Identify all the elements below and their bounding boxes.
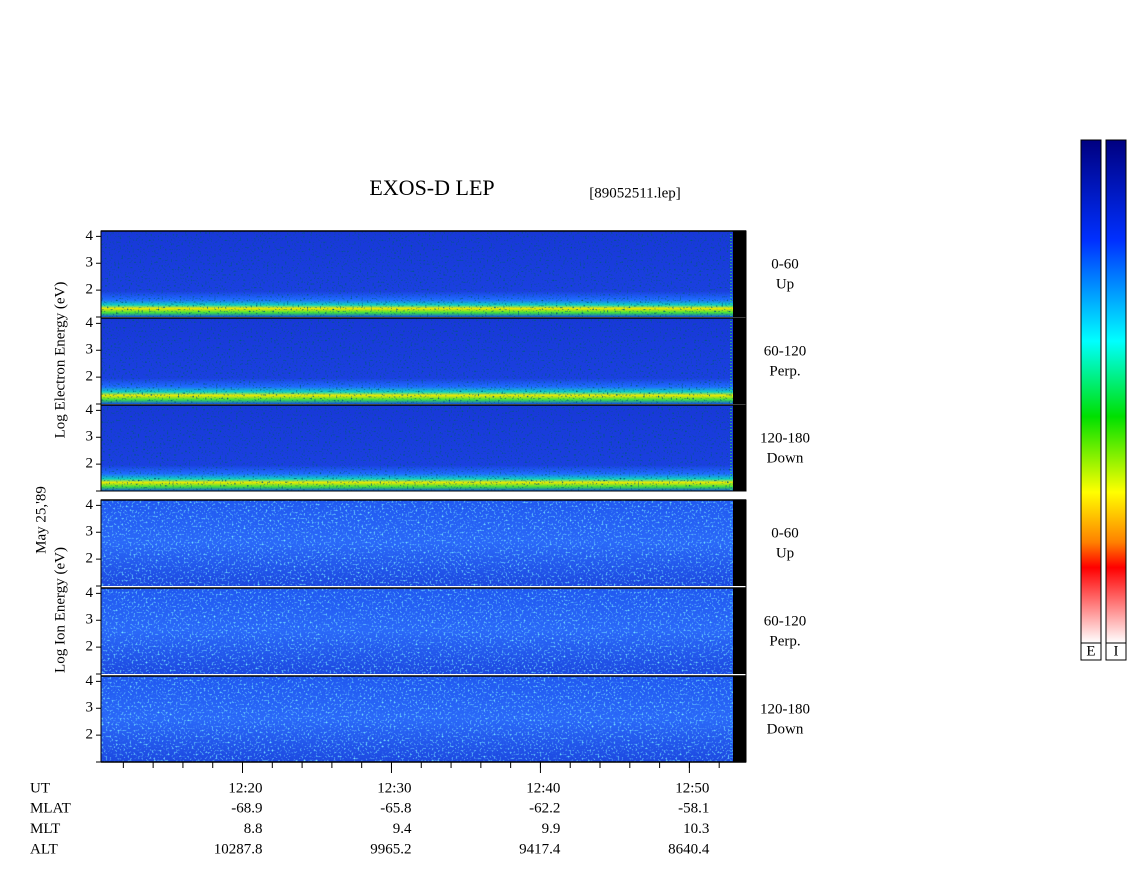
ephemeris-value: 9417.4 [519,841,561,857]
row-label: UT [30,780,50,796]
angle-label: 120-180 [760,701,810,717]
data-gap [733,231,746,317]
x-tick-label: 12:30 [377,780,411,796]
y-tick-label: 4 [86,585,94,601]
data-gap [733,318,746,404]
direction-label: Up [776,276,794,292]
angle-label: 60-120 [764,613,807,629]
x-tick-label: 12:40 [526,780,560,796]
ephemeris-value: -62.2 [529,800,560,816]
ephemeris-value: 9.9 [542,821,561,837]
ephemeris-value: 9965.2 [370,841,411,857]
y-tick-label: 2 [86,639,94,655]
data-gap [733,405,746,491]
direction-label: Perp. [769,363,800,379]
y-tick-label: 3 [86,429,94,445]
y-tick-label: 2 [86,456,94,472]
color-bar-label: I [1114,643,1119,659]
direction-label: Down [767,721,804,737]
y-tick-label: 3 [86,255,94,271]
y-tick-label: 3 [86,612,94,628]
ephemeris-value: -68.9 [231,800,262,816]
date: May 25,'89 [33,486,49,554]
ephemeris-value: 8640.4 [668,841,710,857]
spectrogram-noise [101,231,733,317]
y-tick-label: 4 [86,315,94,331]
y-tick-label: 3 [86,524,94,540]
direction-label: Perp. [769,633,800,649]
y-tick-label: 4 [86,402,94,418]
row-label: MLAT [30,800,71,816]
frame [100,230,747,492]
angle-label: 0-60 [771,256,799,272]
color-bar-label: E [1086,643,1095,659]
angle-label: 0-60 [771,525,799,541]
y-tick-label: 3 [86,342,94,358]
group-label: Log Ion Energy (eV) [52,547,68,673]
group-label: Log Electron Energy (eV) [52,282,68,439]
ephemeris-value: 8.8 [244,821,263,837]
direction-label: Up [776,545,794,561]
y-tick-label: 4 [86,228,94,244]
angle-label: 60-120 [764,343,807,359]
ephemeris-value: -58.1 [678,800,709,816]
direction-label: Down [767,450,804,466]
spectrogram-noise [101,588,733,674]
ephemeris-value: 10.3 [683,821,709,837]
y-tick-label: 2 [86,369,94,385]
data-gap [733,500,746,586]
angle-label: 120-180 [760,430,810,446]
y-tick-label: 4 [86,673,94,689]
spectrogram-noise [101,500,733,586]
color-bar-label-box [1105,642,1127,661]
color-bar [1080,139,1102,644]
row-label: MLT [30,821,60,837]
x-tick-label: 12:50 [675,780,709,796]
data-gap [733,676,746,762]
file-name: [89052511.lep] [589,185,681,201]
row-label: ALT [30,841,58,857]
ephemeris-value: 9.4 [393,821,412,837]
x-tick-label: 12:20 [228,780,262,796]
data-gap [733,588,746,674]
spectrogram-noise [101,405,733,491]
color-bar [1105,139,1127,644]
y-tick-label: 2 [86,727,94,743]
y-tick-label: 4 [86,497,94,513]
y-tick-label: 2 [86,282,94,298]
ephemeris-value: -65.8 [380,800,411,816]
spectrogram-noise [101,676,733,762]
y-tick-label: 3 [86,700,94,716]
ephemeris-value: 10287.8 [214,841,263,857]
y-tick-label: 2 [86,551,94,567]
spectrogram-noise [101,318,733,404]
color-bar-label-box [1080,642,1102,661]
title: EXOS-D LEP [369,175,494,200]
